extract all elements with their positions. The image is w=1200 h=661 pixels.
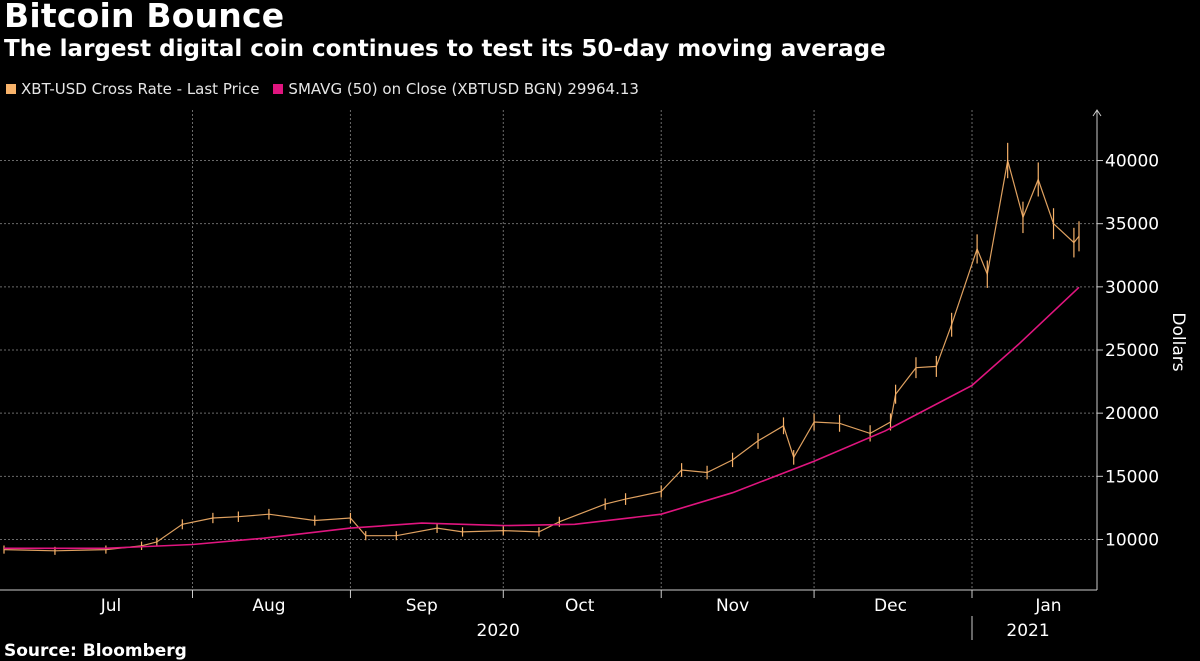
legend-item-sma: SMAVG (50) on Close (XBTUSD BGN) 29964.1… bbox=[273, 80, 639, 98]
y-axis-label: Dollars bbox=[1168, 312, 1188, 371]
y-tick-label: 40000 bbox=[1105, 152, 1159, 172]
chart-subtitle: The largest digital coin continues to te… bbox=[4, 36, 886, 62]
price-line bbox=[3, 160, 1080, 552]
legend-label-price: XBT-USD Cross Rate - Last Price bbox=[21, 80, 260, 98]
x-tick-label: Dec bbox=[874, 596, 907, 616]
source-note: Source: Bloomberg bbox=[4, 641, 187, 661]
x-tick-label: Nov bbox=[716, 596, 749, 616]
x-tick-label: Jul bbox=[100, 596, 122, 616]
x-year-label: 2021 bbox=[1006, 621, 1049, 641]
sma-line bbox=[4, 286, 1080, 550]
x-tick-label: Aug bbox=[252, 596, 285, 616]
x-tick-label: Jan bbox=[1034, 596, 1061, 616]
chart-title: Bitcoin Bounce bbox=[4, 0, 285, 35]
x-year-label: 2020 bbox=[477, 621, 520, 641]
legend-swatch-sma bbox=[273, 84, 284, 94]
legend-swatch-price bbox=[6, 84, 16, 94]
x-tick-label: Sep bbox=[406, 596, 438, 616]
y-tick-label: 20000 bbox=[1105, 404, 1159, 424]
y-axis-arrow bbox=[1092, 109, 1102, 117]
x-tick-label: Oct bbox=[565, 596, 595, 616]
y-tick-label: 10000 bbox=[1105, 530, 1159, 550]
y-tick-label: 25000 bbox=[1105, 341, 1159, 361]
y-tick-label: 15000 bbox=[1105, 467, 1159, 487]
y-tick-label: 35000 bbox=[1105, 215, 1159, 235]
y-tick-label: 30000 bbox=[1105, 278, 1159, 298]
legend-label-sma: SMAVG (50) on Close (XBTUSD BGN) 29964.1… bbox=[288, 80, 639, 98]
legend: XBT-USD Cross Rate - Last Price SMAVG (5… bbox=[6, 80, 653, 98]
legend-item-price: XBT-USD Cross Rate - Last Price bbox=[6, 80, 259, 98]
